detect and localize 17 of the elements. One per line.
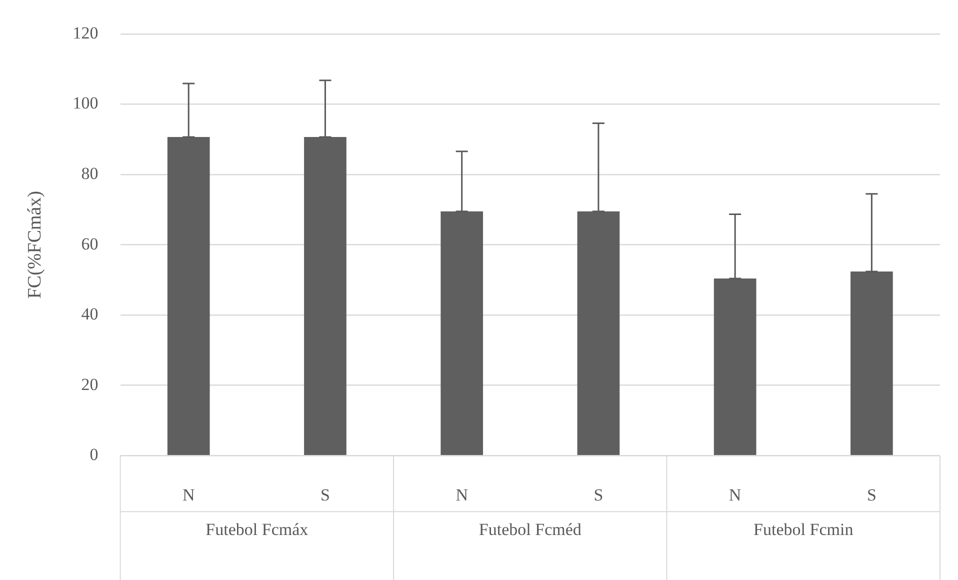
y-axis-title: FC(%FCmáx) [24,190,46,299]
y-tick-label: 120 [72,23,98,42]
y-tick-label: 0 [90,445,98,464]
y-tick-label: 60 [81,234,98,254]
text: Futebol Fcmáx [206,520,309,540]
x-tick-label: S [866,485,876,504]
y-tick-label: 80 [81,164,98,183]
y-tick-label: 40 [81,304,98,324]
x-tick-label: N [456,485,468,504]
x-tick-label: S [594,485,604,504]
text: Futebol Fcméd [478,520,582,540]
y-tick-label: 20 [81,374,98,394]
y-tick-label: 100 [72,94,98,113]
x-tick-label: N [182,485,195,504]
x-tick-label: S [320,485,330,504]
x-tick-label: N [728,485,742,504]
text: Futebol Fcmin [754,520,854,540]
